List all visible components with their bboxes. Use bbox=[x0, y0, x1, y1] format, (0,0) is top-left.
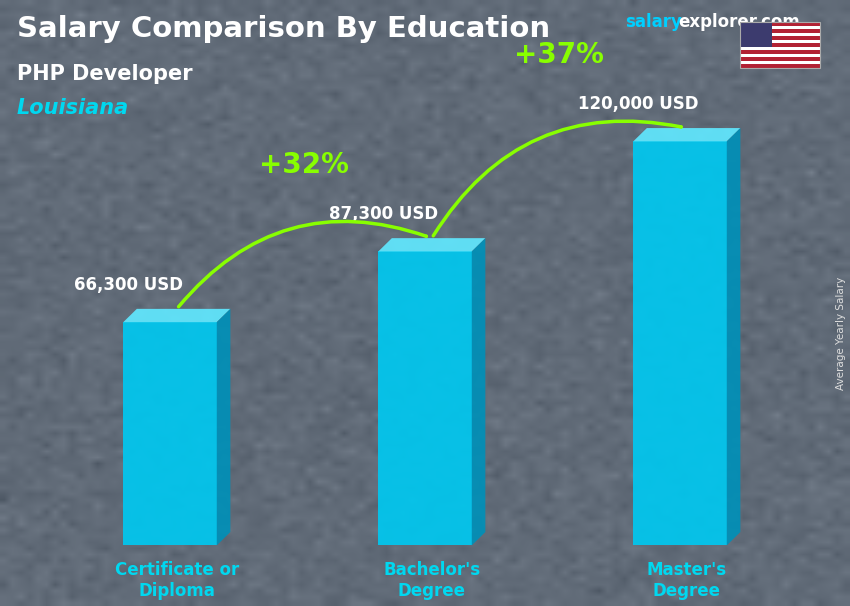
Text: Bachelor's
Degree: Bachelor's Degree bbox=[383, 561, 480, 600]
Bar bbox=[740, 64, 820, 68]
Text: salary: salary bbox=[625, 13, 682, 32]
Polygon shape bbox=[633, 128, 740, 141]
Text: Average Yearly Salary: Average Yearly Salary bbox=[836, 277, 846, 390]
Text: 66,300 USD: 66,300 USD bbox=[74, 276, 183, 294]
Text: explorer.com: explorer.com bbox=[678, 13, 800, 32]
Bar bbox=[740, 22, 820, 68]
Bar bbox=[740, 44, 820, 47]
Text: Louisiana: Louisiana bbox=[17, 98, 129, 118]
Bar bbox=[740, 50, 820, 54]
Bar bbox=[740, 40, 820, 44]
Bar bbox=[740, 26, 820, 30]
Text: +37%: +37% bbox=[514, 41, 604, 69]
Text: Salary Comparison By Education: Salary Comparison By Education bbox=[17, 15, 550, 43]
Text: +32%: +32% bbox=[259, 152, 349, 179]
Bar bbox=[740, 30, 820, 33]
Polygon shape bbox=[378, 251, 472, 545]
Bar bbox=[740, 22, 772, 47]
FancyArrowPatch shape bbox=[178, 221, 427, 307]
Polygon shape bbox=[633, 141, 727, 545]
Text: Master's
Degree: Master's Degree bbox=[647, 561, 727, 600]
Text: 120,000 USD: 120,000 USD bbox=[578, 95, 699, 113]
Polygon shape bbox=[472, 238, 485, 545]
Text: 87,300 USD: 87,300 USD bbox=[329, 205, 438, 223]
Bar bbox=[740, 54, 820, 58]
Bar bbox=[740, 58, 820, 61]
Bar bbox=[740, 61, 820, 64]
FancyArrowPatch shape bbox=[434, 121, 681, 236]
Text: PHP Developer: PHP Developer bbox=[17, 64, 193, 84]
Polygon shape bbox=[123, 309, 230, 322]
Polygon shape bbox=[727, 128, 740, 545]
Polygon shape bbox=[217, 309, 230, 545]
Bar bbox=[740, 22, 820, 26]
Bar bbox=[740, 36, 820, 40]
Text: Certificate or
Diploma: Certificate or Diploma bbox=[115, 561, 239, 600]
Polygon shape bbox=[378, 238, 485, 251]
Bar bbox=[740, 47, 820, 50]
Polygon shape bbox=[123, 322, 217, 545]
Bar bbox=[740, 33, 820, 36]
